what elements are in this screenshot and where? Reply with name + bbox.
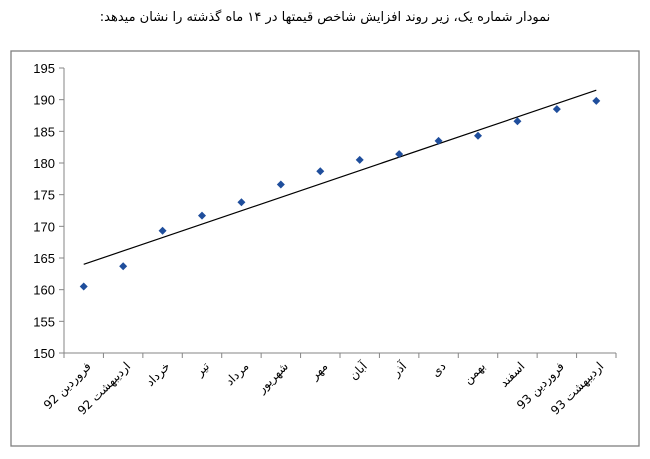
data-point (552, 105, 561, 114)
data-point (474, 131, 482, 140)
data-point (158, 226, 167, 235)
data-point (592, 96, 601, 105)
x-tick-label: بهمن (461, 359, 489, 387)
y-tick-label: 195 (33, 61, 55, 76)
chart-title: نمودار شماره یک، زیر روند افزایش شاخص قی… (99, 10, 551, 25)
y-tick-label: 165 (33, 251, 55, 266)
trend-line (83, 89, 597, 265)
data-point (198, 211, 206, 220)
x-tick-label: دی (428, 359, 448, 379)
x-tick-label: تیر (192, 359, 213, 380)
chart-frame (10, 50, 640, 447)
y-tick-label: 185 (33, 124, 55, 139)
data-point (316, 167, 325, 176)
data-point (276, 180, 285, 189)
x-tick-label: اسفند (497, 359, 528, 390)
data-point (434, 136, 443, 145)
y-tick-label: 190 (33, 93, 55, 108)
y-tick-label: 175 (33, 188, 55, 203)
x-tick-label: شهریور (254, 359, 292, 397)
y-tick-label: 180 (33, 156, 55, 171)
data-point (119, 262, 128, 271)
data-point (79, 282, 88, 291)
data-point (355, 155, 364, 164)
data-point (513, 117, 522, 126)
y-tick-label: 155 (33, 314, 55, 329)
data-point (237, 198, 246, 207)
x-tick-label: مرداد (223, 359, 253, 389)
x-tick-label: آبان (346, 358, 371, 383)
x-tick-label: خرداد (143, 359, 173, 389)
x-tick-label: آذر (388, 358, 411, 381)
data-point (395, 150, 404, 159)
x-tick-label: مهر (307, 359, 331, 383)
y-tick-label: 170 (33, 219, 55, 234)
y-tick-label: 160 (33, 283, 55, 298)
y-tick-label: 150 (33, 346, 55, 361)
